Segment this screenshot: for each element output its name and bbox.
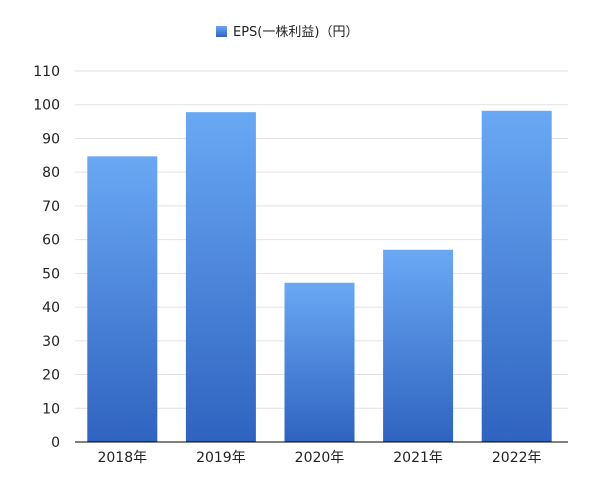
y-tick-label: 70 bbox=[42, 199, 60, 215]
x-tick-label: 2020年 bbox=[295, 450, 345, 466]
legend-label: EPS(一株利益)（円） bbox=[233, 25, 358, 40]
x-tick-label: 2021年 bbox=[393, 450, 443, 466]
bar-2021年 bbox=[383, 249, 454, 442]
y-tick-label: 110 bbox=[33, 64, 60, 80]
y-tick-label: 40 bbox=[42, 300, 60, 316]
y-tick-label: 90 bbox=[42, 131, 60, 147]
y-tick-label: 0 bbox=[51, 435, 60, 451]
y-axis-ticks: 0 10 20 30 40 50 60 70 80 90 100 110 bbox=[33, 64, 60, 451]
legend-swatch bbox=[216, 26, 227, 37]
y-tick-label: 20 bbox=[42, 368, 60, 384]
x-axis-ticks: 2018年 2019年 2020年 2021年 2022年 bbox=[97, 450, 541, 466]
y-tick-label: 10 bbox=[42, 401, 60, 417]
bar-2022年 bbox=[481, 110, 552, 442]
bar-2020年 bbox=[284, 282, 355, 442]
bars bbox=[87, 110, 552, 442]
y-tick-label: 50 bbox=[42, 266, 60, 282]
x-tick-label: 2022年 bbox=[492, 450, 542, 466]
legend: EPS(一株利益)（円） bbox=[216, 25, 358, 40]
x-tick-label: 2019年 bbox=[196, 450, 246, 466]
y-tick-label: 60 bbox=[42, 233, 60, 249]
y-tick-label: 100 bbox=[33, 98, 60, 114]
y-tick-label: 80 bbox=[42, 165, 60, 181]
bar-2018年 bbox=[87, 156, 158, 442]
bar-2019年 bbox=[185, 112, 256, 442]
x-tick-label: 2018年 bbox=[97, 450, 147, 466]
y-tick-label: 30 bbox=[42, 334, 60, 350]
